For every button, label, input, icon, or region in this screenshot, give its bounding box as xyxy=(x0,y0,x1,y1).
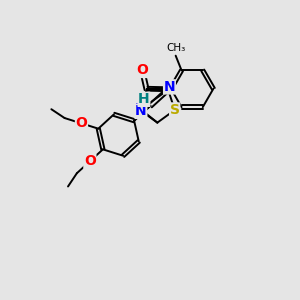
Text: O: O xyxy=(84,154,96,168)
Text: N: N xyxy=(164,80,175,94)
Text: H: H xyxy=(138,92,150,106)
Text: S: S xyxy=(170,103,180,117)
Text: O: O xyxy=(136,64,148,77)
Text: N: N xyxy=(135,101,146,116)
Text: CH₃: CH₃ xyxy=(166,43,185,53)
Text: O: O xyxy=(76,116,87,130)
Text: N: N xyxy=(135,104,147,118)
